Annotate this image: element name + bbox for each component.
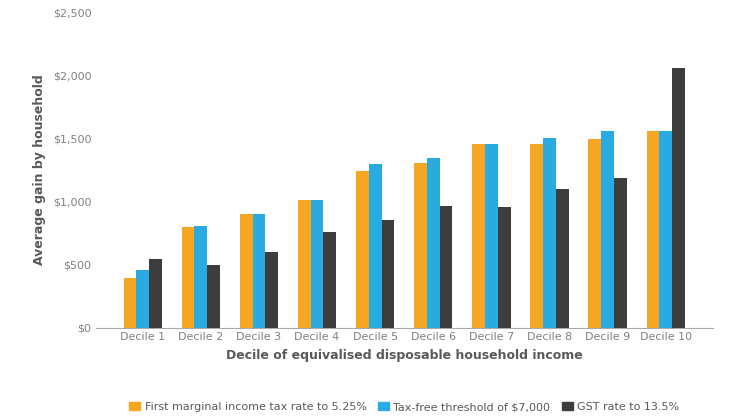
Bar bbox=[498, 207, 511, 328]
Bar bbox=[543, 138, 556, 328]
Bar bbox=[427, 158, 440, 328]
Bar bbox=[414, 163, 427, 328]
Bar bbox=[323, 233, 337, 328]
Bar bbox=[647, 131, 659, 328]
Bar bbox=[311, 200, 323, 328]
Bar bbox=[137, 270, 149, 328]
Bar bbox=[440, 206, 453, 328]
Bar bbox=[207, 265, 220, 328]
Bar bbox=[614, 178, 627, 328]
X-axis label: Decile of equivalised disposable household income: Decile of equivalised disposable househo… bbox=[226, 349, 583, 362]
Bar bbox=[265, 252, 278, 328]
Bar bbox=[123, 278, 137, 328]
Bar bbox=[659, 131, 672, 328]
Bar bbox=[240, 214, 253, 328]
Bar bbox=[253, 213, 265, 328]
Bar bbox=[556, 189, 569, 328]
Bar bbox=[298, 200, 311, 328]
Legend: First marginal income tax rate to 5.25%, Tax-free threshold of $7,000, GST rate : First marginal income tax rate to 5.25%,… bbox=[125, 398, 684, 417]
Bar bbox=[601, 131, 614, 328]
Bar bbox=[472, 144, 485, 328]
Bar bbox=[589, 139, 601, 328]
Bar bbox=[356, 171, 369, 328]
Y-axis label: Average gain by household: Average gain by household bbox=[33, 75, 46, 265]
Bar bbox=[149, 259, 162, 328]
Bar bbox=[485, 144, 498, 328]
Bar bbox=[182, 227, 195, 328]
Bar bbox=[369, 164, 381, 328]
Bar bbox=[195, 226, 207, 328]
Bar bbox=[381, 220, 395, 328]
Bar bbox=[672, 68, 685, 328]
Bar bbox=[531, 144, 543, 328]
